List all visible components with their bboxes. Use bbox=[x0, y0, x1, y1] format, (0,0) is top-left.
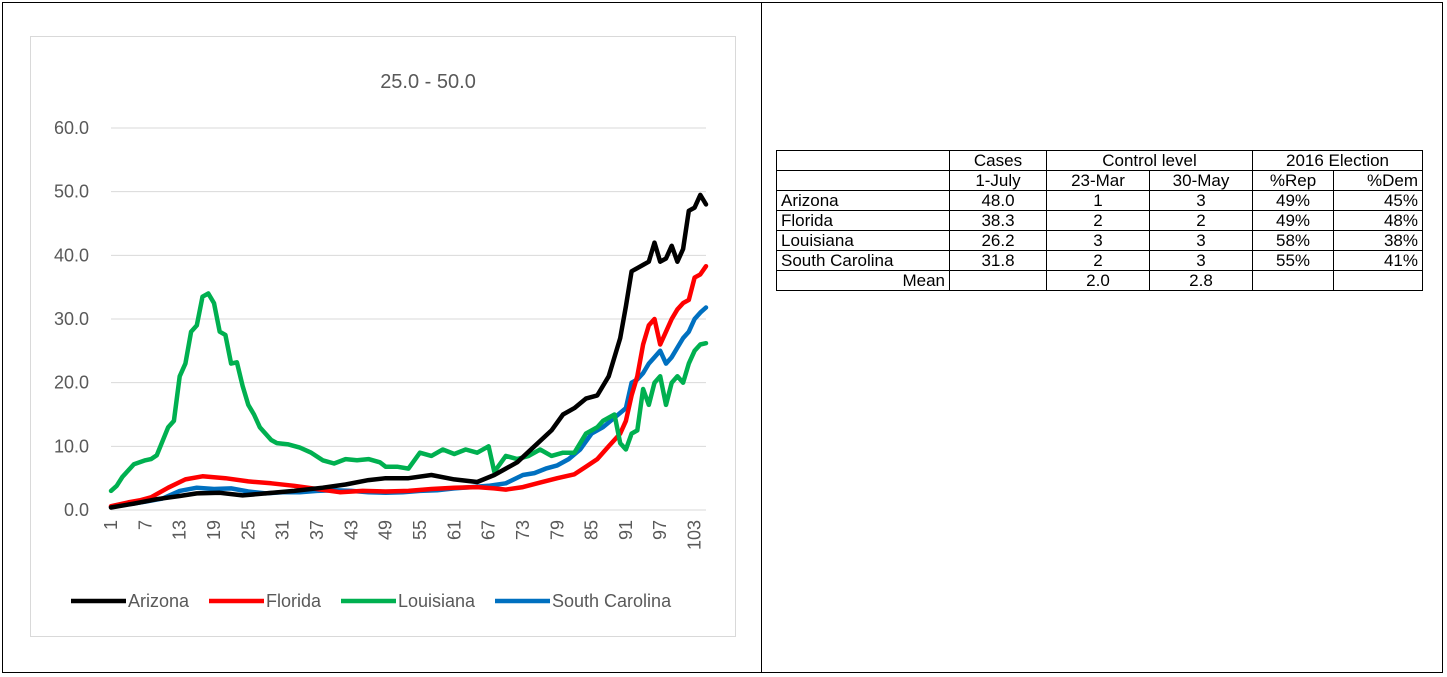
x-tick-label: 85 bbox=[582, 520, 602, 540]
election-header: 2016 Election bbox=[1252, 150, 1423, 171]
x-tick-label: 79 bbox=[547, 520, 567, 540]
x-tick-label: 67 bbox=[479, 520, 499, 540]
state-summary-table: Cases Control level 2016 Election 1-July… bbox=[776, 150, 1423, 291]
y-tick-label: 40.0 bbox=[54, 245, 89, 265]
series-line-south-carolina bbox=[108, 305, 709, 510]
table-row: Arizona 48.0 1 3 49% 45% bbox=[776, 190, 1423, 211]
rep-cell: 55% bbox=[1252, 250, 1334, 271]
table-row: Florida 38.3 2 2 49% 48% bbox=[776, 210, 1423, 231]
x-tick-label: 97 bbox=[650, 520, 670, 540]
dem-header: %Dem bbox=[1333, 170, 1423, 191]
mean-label: Mean bbox=[776, 270, 950, 291]
line-chart: 0.0 10.0 20.0 30.0 40.0 50.0 60.0 1 7 13 19 25 31 37… bbox=[54, 71, 709, 611]
table-cell bbox=[776, 170, 950, 191]
mar-cell: 3 bbox=[1046, 230, 1150, 251]
dem-cell: 45% bbox=[1333, 190, 1423, 211]
dem-cell: 48% bbox=[1333, 210, 1423, 231]
y-tick-label: 50.0 bbox=[54, 182, 89, 202]
mean-dem-cell bbox=[1333, 270, 1423, 291]
legend-label: Florida bbox=[266, 591, 322, 611]
legend-label: Arizona bbox=[128, 591, 190, 611]
state-cell: Arizona bbox=[776, 190, 950, 211]
x-tick-label: 61 bbox=[444, 520, 464, 540]
series-line-arizona bbox=[108, 192, 709, 510]
rep-cell: 49% bbox=[1252, 190, 1334, 211]
mar-cell: 2 bbox=[1046, 210, 1150, 231]
series-lines bbox=[108, 192, 709, 510]
cases-cell: 26.2 bbox=[949, 230, 1047, 251]
mean-cases-cell bbox=[949, 270, 1047, 291]
mar-header: 23-Mar bbox=[1046, 170, 1150, 191]
x-tick-label: 73 bbox=[513, 520, 533, 540]
x-tick-label: 37 bbox=[307, 520, 327, 540]
table-cell bbox=[776, 150, 950, 171]
mar-cell: 2 bbox=[1046, 250, 1150, 271]
table-header-row: Cases Control level 2016 Election bbox=[776, 150, 1423, 171]
mean-rep-cell bbox=[1252, 270, 1334, 291]
chart-panel: 0.0 10.0 20.0 30.0 40.0 50.0 60.0 1 7 13 19 25 31 37… bbox=[30, 36, 736, 637]
dem-cell: 38% bbox=[1333, 230, 1423, 251]
rep-cell: 58% bbox=[1252, 230, 1334, 251]
state-cell: Louisiana bbox=[776, 230, 950, 251]
mean-row: Mean 2.0 2.8 bbox=[776, 270, 1423, 291]
x-tick-label: 19 bbox=[204, 520, 224, 540]
cases-cell: 38.3 bbox=[949, 210, 1047, 231]
x-tick-label: 91 bbox=[616, 520, 636, 540]
x-tick-label: 13 bbox=[170, 520, 190, 540]
dem-cell: 41% bbox=[1333, 250, 1423, 271]
y-tick-label: 0.0 bbox=[64, 500, 89, 520]
date-header: 1-July bbox=[949, 170, 1047, 191]
x-tick-label: 25 bbox=[238, 520, 258, 540]
rep-cell: 49% bbox=[1252, 210, 1334, 231]
may-cell: 3 bbox=[1149, 190, 1253, 211]
chart-title: 25.0 - 50.0 bbox=[380, 71, 476, 93]
series-line-louisiana bbox=[108, 291, 709, 494]
panel-divider bbox=[761, 2, 762, 673]
cases-cell: 31.8 bbox=[949, 250, 1047, 271]
rep-header: %Rep bbox=[1252, 170, 1334, 191]
may-cell: 3 bbox=[1149, 250, 1253, 271]
x-tick-label: 103 bbox=[685, 520, 705, 550]
may-header: 30-May bbox=[1149, 170, 1253, 191]
may-cell: 3 bbox=[1149, 230, 1253, 251]
series-line-florida bbox=[108, 263, 709, 509]
may-cell: 2 bbox=[1149, 210, 1253, 231]
mar-cell: 1 bbox=[1046, 190, 1150, 211]
y-tick-label: 60.0 bbox=[54, 118, 89, 138]
x-axis-ticks: 1 7 13 19 25 31 37 43 49 55 61 67 73 79 85 91 97 103 bbox=[101, 520, 705, 550]
x-tick-label: 31 bbox=[273, 520, 293, 540]
x-tick-label: 7 bbox=[135, 520, 155, 530]
legend-label: South Carolina bbox=[552, 591, 672, 611]
legend-label: Louisiana bbox=[398, 591, 476, 611]
table-subheader-row: 1-July 23-Mar 30-May %Rep %Dem bbox=[776, 170, 1423, 191]
x-tick-label: 1 bbox=[101, 520, 121, 530]
cases-cell: 48.0 bbox=[949, 190, 1047, 211]
mean-mar-cell: 2.0 bbox=[1046, 270, 1150, 291]
y-tick-label: 10.0 bbox=[54, 436, 89, 456]
x-tick-label: 43 bbox=[341, 520, 361, 540]
state-cell: South Carolina bbox=[776, 250, 950, 271]
y-tick-label: 30.0 bbox=[54, 309, 89, 329]
mean-may-cell: 2.8 bbox=[1149, 270, 1253, 291]
table-row: Louisiana 26.2 3 3 58% 38% bbox=[776, 230, 1423, 251]
control-level-header: Control level bbox=[1046, 150, 1253, 171]
y-tick-label: 20.0 bbox=[54, 373, 89, 393]
state-cell: Florida bbox=[776, 210, 950, 231]
table-row: South Carolina 31.8 2 3 55% 41% bbox=[776, 250, 1423, 271]
legend: Arizona Florida Louisiana South Carolina bbox=[71, 591, 672, 611]
x-tick-label: 55 bbox=[410, 520, 430, 540]
x-tick-label: 49 bbox=[376, 520, 396, 540]
y-axis-ticks: 0.0 10.0 20.0 30.0 40.0 50.0 60.0 bbox=[54, 118, 89, 520]
cases-header: Cases bbox=[949, 150, 1047, 171]
